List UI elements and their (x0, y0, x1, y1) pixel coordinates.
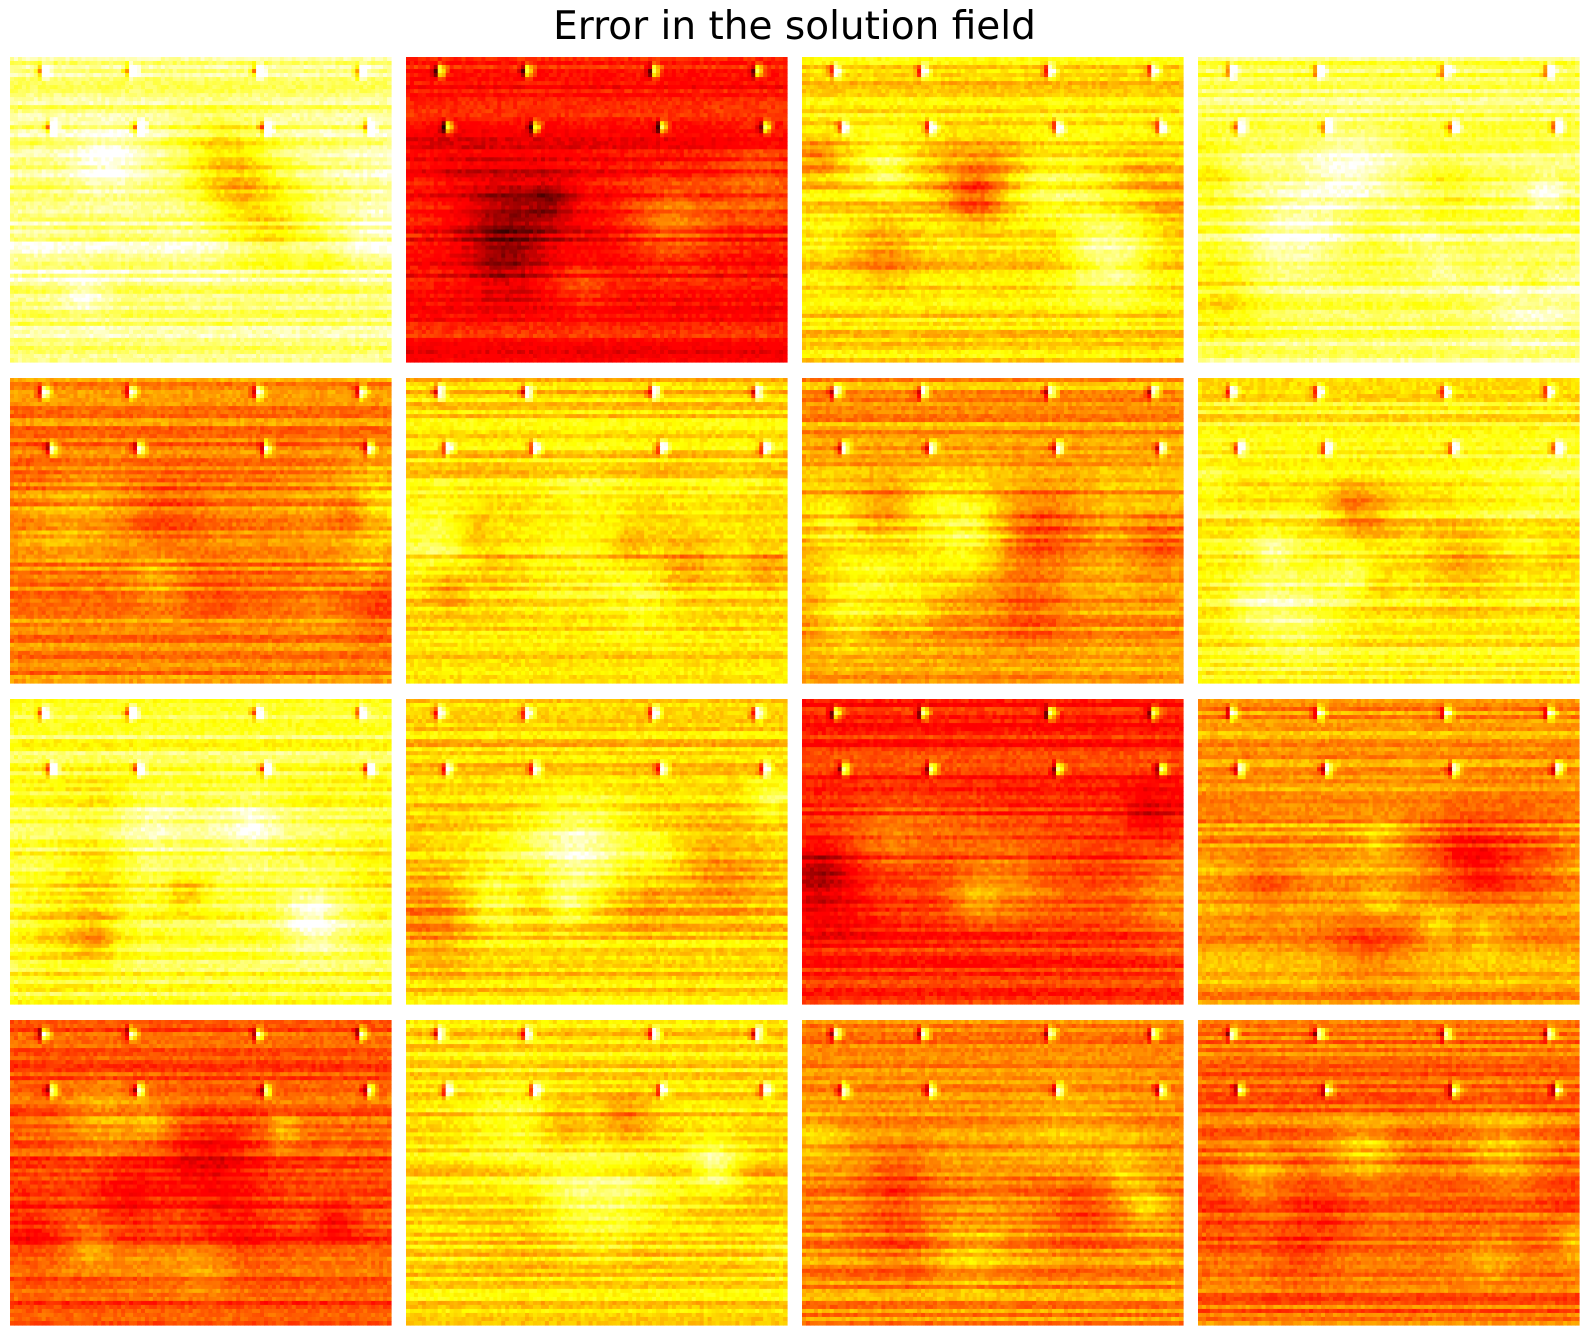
heatmap-panel-r4-c1 (10, 1020, 392, 1326)
heatmap-panel-r2-c3 (802, 378, 1184, 684)
heatmap-panel-r1-c4 (1198, 57, 1580, 363)
heatmap-panel-r3-c1 (10, 699, 392, 1005)
heatmap-panel-r3-c4 (1198, 699, 1580, 1005)
heatmap-panel-r2-c1 (10, 378, 392, 684)
heatmap-panel-r3-c2 (406, 699, 788, 1005)
heatmap-panel-r2-c4 (1198, 378, 1580, 684)
heatmap-panel-r3-c3 (802, 699, 1184, 1005)
heatmap-panel-r1-c3 (802, 57, 1184, 363)
heatmap-panel-r1-c1 (10, 57, 392, 363)
heatmap-panel-r4-c2 (406, 1020, 788, 1326)
heatmap-panel-r1-c2 (406, 57, 788, 363)
heatmap-panel-r4-c3 (802, 1020, 1184, 1326)
heatmap-panel-r4-c4 (1198, 1020, 1580, 1326)
heatmap-panel-r2-c2 (406, 378, 788, 684)
